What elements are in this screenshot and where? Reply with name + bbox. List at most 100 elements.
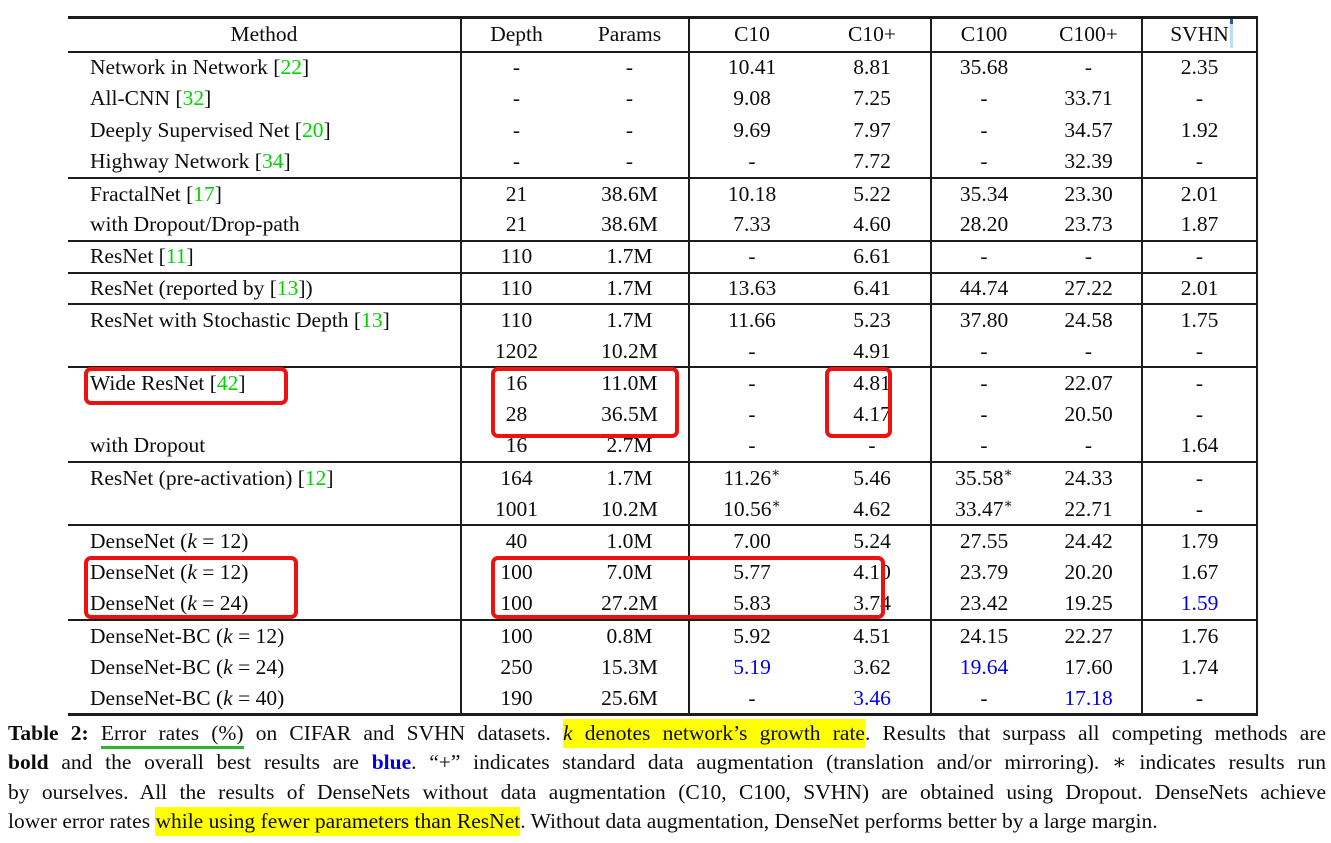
value-cell: 2.01 <box>1142 176 1257 210</box>
value-cell: 1202 <box>495 338 538 363</box>
value-cell: 1.75 <box>1142 303 1257 336</box>
citation-number: 22 <box>280 55 302 80</box>
value-cell: 1.7M <box>571 240 690 273</box>
value-cell: 10.2M <box>571 493 690 526</box>
table-row: DenseNet-BC (k = 12) 100 0.8M 5.92 4.51 24.15… <box>68 619 1257 652</box>
value-cell: 7.72 <box>814 146 932 178</box>
caption-text: . Results that surpass all competing met… <box>864 721 1326 745</box>
value-cell: - <box>1142 240 1257 273</box>
caption-text: lower error rates <box>8 809 156 834</box>
value-cell: 40 <box>461 524 571 557</box>
value-cell: 164 <box>461 461 571 494</box>
value-cell: - <box>980 433 988 458</box>
value-cell: 5.83 <box>733 591 771 616</box>
value-cell: 2.01 <box>1142 271 1257 305</box>
value-cell: 2.35 <box>1180 55 1219 80</box>
value-cell: 32.39 <box>1036 146 1143 178</box>
citation-number: 32 <box>182 86 205 111</box>
column-header-method: Method <box>68 17 462 53</box>
column-header-svhn: SVHN <box>1142 17 1257 53</box>
value-cell: - <box>1036 430 1143 463</box>
value-cell: 1.7M <box>571 271 690 305</box>
value-cell: 250 <box>500 655 533 680</box>
value-cell: - <box>512 55 521 80</box>
value-cell: - <box>980 86 988 111</box>
value-cell: 35.58∗ <box>931 461 1036 494</box>
value-cell: 15.3M <box>571 651 690 684</box>
caption-text: Error rates (%) <box>100 721 244 749</box>
method-cell: DenseNet (k = 24) <box>68 588 462 621</box>
citation-number: 13 <box>361 308 383 333</box>
caption-text: and the overall best results are <box>48 750 372 775</box>
results-table: Method Depth Params C10 C10+ C100 C100+ … <box>68 16 1258 717</box>
value-cell: 6.41 <box>814 271 932 305</box>
value-cell: 24.58 <box>1036 303 1143 336</box>
value-cell: 10.41 <box>727 55 777 80</box>
value-cell: 5.19 <box>733 655 771 680</box>
value-cell: 21 <box>461 176 571 210</box>
value-cell: - <box>980 117 988 142</box>
value-cell: 7.00 <box>689 524 814 557</box>
value-cell: 3.46 <box>814 683 932 715</box>
column-header-c10: C10 <box>689 17 814 53</box>
citation-number: 11 <box>165 244 187 269</box>
value-cell: 16 <box>461 366 571 400</box>
value-cell: - <box>748 149 756 174</box>
value-cell: - <box>1195 402 1204 427</box>
method-cell: with Dropout/Drop-path <box>68 209 462 242</box>
value-cell: 10.18 <box>689 176 814 210</box>
value-cell: 13.63 <box>689 271 814 305</box>
value-cell: 7.0M <box>571 557 690 589</box>
value-cell: 4.60 <box>814 209 932 242</box>
value-cell: 4.81 <box>814 366 932 400</box>
value-cell: 5.24 <box>814 524 932 557</box>
value-cell: 5.92 <box>689 619 814 652</box>
table-row: DenseNet (k = 12) 100 7.0M 5.77 4.10 23.79 20.… <box>68 557 1257 589</box>
value-cell: 7.33 <box>733 212 771 237</box>
value-cell: 22.71 <box>1036 493 1143 526</box>
header-row: Method Depth Params C10 C10+ C100 C100+ … <box>68 17 1257 53</box>
column-header-depth: Depth <box>461 17 571 53</box>
method-cell: ResNet (reported by [13]) <box>68 271 462 305</box>
value-cell: 3.62 <box>814 651 932 684</box>
value-cell: 1.64 <box>1180 433 1219 458</box>
method-cell: DenseNet (k = 12) <box>68 557 462 589</box>
value-cell: 190 <box>500 685 533 710</box>
table-row: DenseNet (k = 12) 40 1.0M 7.00 5.24 27.55 24.4… <box>68 524 1257 557</box>
value-cell: 28.20 <box>959 212 1009 237</box>
table-caption: Table 2: Error rates (%) on CIFAR and SV… <box>8 719 1326 837</box>
caption-line: lower error rates while using fewer para… <box>8 807 1326 837</box>
value-cell: 20.20 <box>1036 557 1143 589</box>
value-cell: 1.7M <box>571 461 690 494</box>
caption-text: blue <box>371 750 412 775</box>
value-cell: 7.97 <box>814 114 932 147</box>
caption-line: Table 2: Error rates (%) on CIFAR and SV… <box>8 719 1326 749</box>
table-row: 1202 10.2M - 4.91 - - - <box>68 335 1257 368</box>
value-cell: 1.59 <box>1180 591 1219 616</box>
table-row: ResNet (reported by [13]) 110 1.7M 13.63 6.4… <box>68 271 1257 305</box>
value-cell: 35.34 <box>931 176 1036 210</box>
value-cell: 4.91 <box>814 335 932 368</box>
method-cell: ResNet [11] <box>68 240 462 273</box>
method-cell: DenseNet (k = 12) <box>68 524 462 557</box>
value-cell: 9.08 <box>733 86 771 111</box>
value-cell: - <box>571 146 690 178</box>
value-cell: 19.25 <box>1036 588 1143 621</box>
column-header-params: Params <box>571 17 690 53</box>
results-table-wrapper: Method Depth Params C10 C10+ C100 C100+ … <box>68 16 1258 717</box>
value-cell: - <box>748 338 756 363</box>
value-cell: 1001 <box>495 496 538 521</box>
method-cell: Highway Network [34] <box>68 146 462 178</box>
value-cell: - <box>1195 685 1204 710</box>
table-row: Network in Network [22] - - 10.41 8.81 35.68 -… <box>68 51 1257 84</box>
method-cell: with Dropout <box>68 430 462 463</box>
value-cell: 100 <box>461 619 571 652</box>
value-cell: 5.46 <box>814 461 932 494</box>
value-cell: 22.27 <box>1036 619 1143 652</box>
value-cell: 1.74 <box>1180 655 1219 680</box>
value-cell: 24.42 <box>1036 524 1143 557</box>
value-cell: - <box>1195 338 1204 363</box>
value-cell: 1.87 <box>1180 212 1219 237</box>
value-cell: 16 <box>505 433 528 458</box>
value-cell: 4.62 <box>814 493 932 526</box>
